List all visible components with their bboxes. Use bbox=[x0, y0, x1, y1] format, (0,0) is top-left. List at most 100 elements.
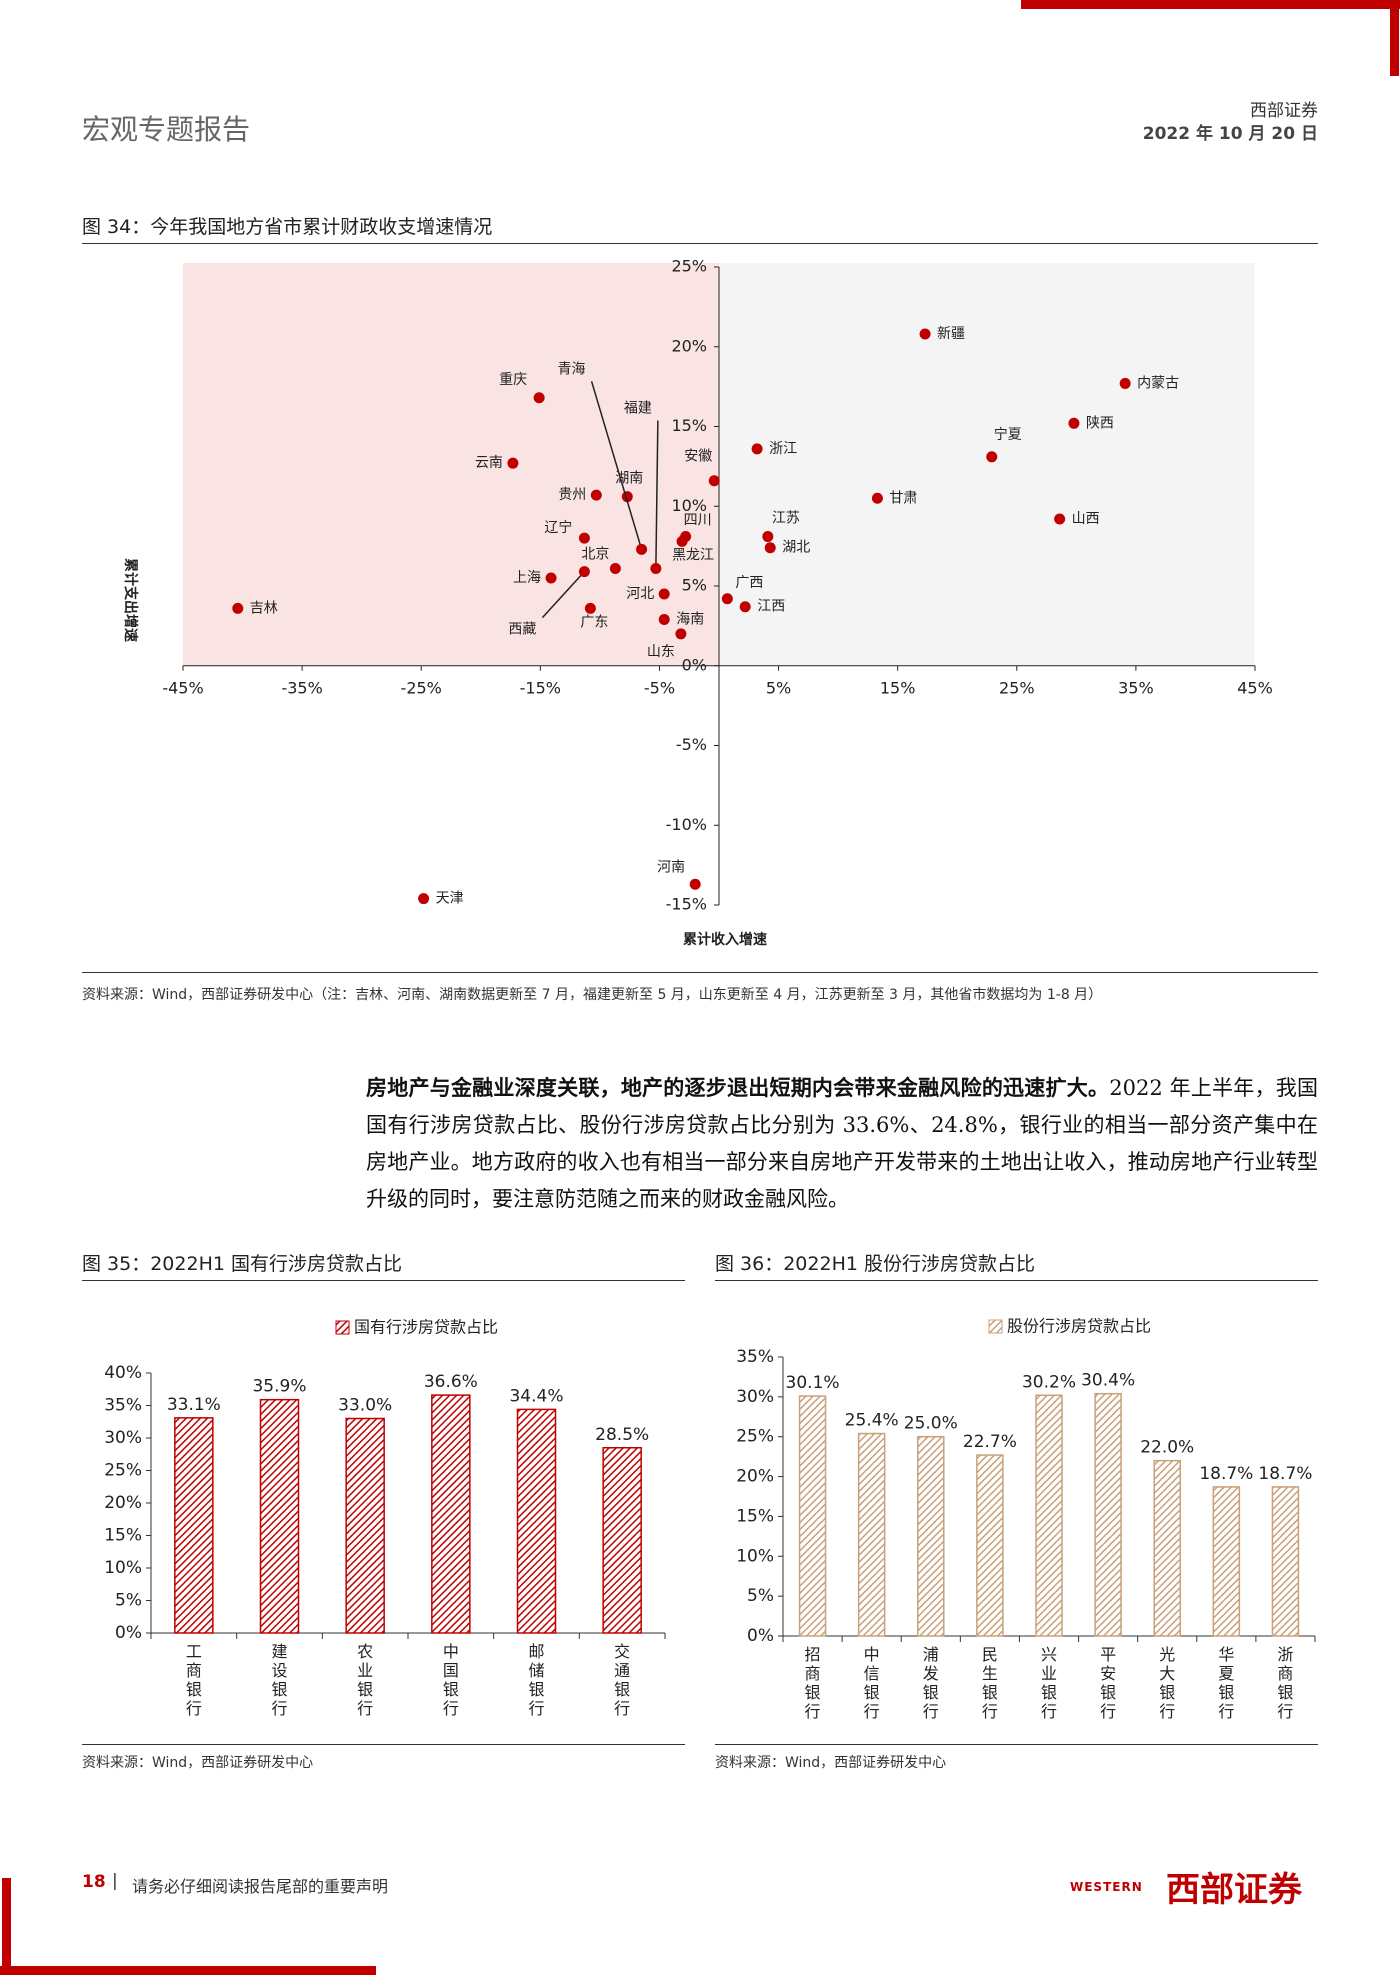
x-tick-label: 中信银行 bbox=[864, 1645, 880, 1721]
value-label: 18.7% bbox=[1199, 1464, 1253, 1484]
x-tick-char: 设 bbox=[271, 1661, 287, 1680]
x-tick-char: 农 bbox=[357, 1642, 373, 1661]
quadrant-shade bbox=[183, 263, 719, 666]
x-tick-char: 业 bbox=[1041, 1664, 1057, 1683]
x-tick-char: 银 bbox=[1041, 1683, 1057, 1702]
y-tick-label: 20% bbox=[736, 1467, 774, 1487]
x-tick-label: 农业银行 bbox=[357, 1642, 373, 1718]
x-tick-char: 行 bbox=[443, 1699, 459, 1718]
x-tick-char: 建 bbox=[271, 1642, 287, 1661]
x-tick-label: 5% bbox=[766, 678, 791, 697]
y-tick-label: 30% bbox=[104, 1428, 142, 1448]
x-tick-label: 浦发银行 bbox=[923, 1645, 939, 1721]
x-tick-label: 15% bbox=[880, 678, 916, 697]
figure-rule bbox=[82, 1744, 685, 1745]
bar bbox=[1271, 1486, 1300, 1637]
point-label: 山东 bbox=[647, 644, 675, 660]
y-tick-label: 5% bbox=[115, 1591, 142, 1611]
x-tick-char: 储 bbox=[528, 1661, 544, 1680]
x-tick-char: 商 bbox=[186, 1661, 202, 1680]
value-label: 30.4% bbox=[1081, 1371, 1135, 1391]
logo-en: WESTERN bbox=[1070, 1880, 1143, 1894]
point-label: 安徽 bbox=[684, 449, 712, 465]
point-label: 贵州 bbox=[558, 487, 586, 503]
leader-line bbox=[541, 571, 585, 619]
point-label: 吉林 bbox=[250, 600, 278, 616]
bar bbox=[857, 1432, 886, 1637]
point-label: 天津 bbox=[436, 891, 464, 907]
y-tick-label: 25% bbox=[671, 257, 707, 276]
bar bbox=[345, 1417, 385, 1634]
x-tick-label: 25% bbox=[999, 678, 1035, 697]
x-tick-char: 银 bbox=[1100, 1683, 1116, 1702]
point bbox=[507, 457, 519, 469]
x-tick-char: 行 bbox=[1041, 1702, 1057, 1721]
value-label: 30.1% bbox=[786, 1373, 840, 1393]
point-label: 北京 bbox=[581, 546, 609, 562]
y-tick-label: 0% bbox=[682, 655, 707, 674]
y-tick-label: 20% bbox=[104, 1493, 142, 1513]
point bbox=[590, 489, 602, 501]
x-tick-char: 信 bbox=[864, 1664, 880, 1683]
x-tick-label: 交通银行 bbox=[614, 1642, 630, 1718]
point bbox=[871, 492, 883, 504]
quadrant-shade bbox=[719, 263, 1255, 666]
point bbox=[232, 602, 244, 614]
x-tick-char: 行 bbox=[271, 1699, 287, 1718]
x-tick-char: 邮 bbox=[528, 1642, 544, 1661]
y-tick-label: 30% bbox=[736, 1387, 774, 1407]
source-note: 资料来源：Wind，西部证券研发中心 bbox=[82, 1755, 314, 1771]
y-tick-label: 10% bbox=[736, 1546, 774, 1566]
x-tick-char: 银 bbox=[982, 1683, 998, 1702]
point-label: 重庆 bbox=[499, 372, 527, 388]
bar bbox=[1212, 1486, 1241, 1637]
y-tick-label: 25% bbox=[736, 1427, 774, 1447]
point bbox=[1119, 377, 1131, 389]
bar bbox=[602, 1447, 642, 1634]
point bbox=[708, 475, 720, 487]
x-tick-label: 平安银行 bbox=[1100, 1645, 1116, 1721]
point-label: 广西 bbox=[735, 575, 763, 591]
page-number: 18 bbox=[82, 1872, 106, 1892]
point-label: 四川 bbox=[684, 513, 712, 529]
x-tick-char: 行 bbox=[1218, 1702, 1234, 1721]
y-tick-label: 15% bbox=[104, 1526, 142, 1546]
x-tick-char: 国 bbox=[443, 1661, 459, 1680]
point-label: 海南 bbox=[676, 611, 704, 627]
point-label: 浙江 bbox=[769, 441, 797, 457]
y-tick-label: 0% bbox=[115, 1623, 142, 1643]
point bbox=[650, 562, 662, 574]
point bbox=[675, 628, 687, 640]
value-label: 22.0% bbox=[1140, 1438, 1194, 1458]
value-label: 25.4% bbox=[845, 1411, 899, 1431]
x-tick-char: 行 bbox=[1277, 1702, 1293, 1721]
point bbox=[578, 532, 590, 544]
bar bbox=[798, 1395, 827, 1637]
x-tick-char: 招 bbox=[805, 1645, 821, 1664]
x-tick-char: 工 bbox=[186, 1642, 202, 1661]
x-tick-char: 生 bbox=[982, 1664, 998, 1683]
bar bbox=[516, 1408, 557, 1634]
point-label: 陕西 bbox=[1086, 415, 1114, 431]
x-tick-char: 民 bbox=[982, 1645, 998, 1664]
bar bbox=[976, 1454, 1004, 1637]
x-tick-char: 通 bbox=[614, 1661, 630, 1680]
x-tick-char: 银 bbox=[357, 1680, 373, 1699]
point-label: 黑龙江 bbox=[672, 547, 714, 563]
source-note: 资料来源：Wind，西部证券研发中心 bbox=[715, 1755, 947, 1771]
point-label: 辽宁 bbox=[544, 519, 572, 536]
value-label: 30.2% bbox=[1022, 1372, 1076, 1392]
y-tick-label: 40% bbox=[104, 1363, 142, 1383]
point bbox=[533, 392, 545, 404]
y-axis-title: 累计支出增速 bbox=[122, 558, 139, 642]
x-tick-char: 浦 bbox=[923, 1645, 939, 1664]
x-tick-char: 浙 bbox=[1277, 1645, 1293, 1664]
bar-chart: 0% 5% 10% 15% 20% 25% 30% 35% 40% 国有行涉房贷款占比 33.1% 工… bbox=[104, 1318, 666, 1718]
date: 2022 年 10 月 20 日 bbox=[1142, 124, 1318, 144]
point bbox=[584, 602, 596, 614]
figure-title: 图 35：2022H1 国有行涉房贷款占比 bbox=[82, 1253, 402, 1275]
disclaimer: 请务必仔细阅读报告尾部的重要声明 bbox=[132, 1877, 389, 1896]
x-tick-char: 夏 bbox=[1218, 1664, 1234, 1683]
point bbox=[545, 572, 557, 584]
